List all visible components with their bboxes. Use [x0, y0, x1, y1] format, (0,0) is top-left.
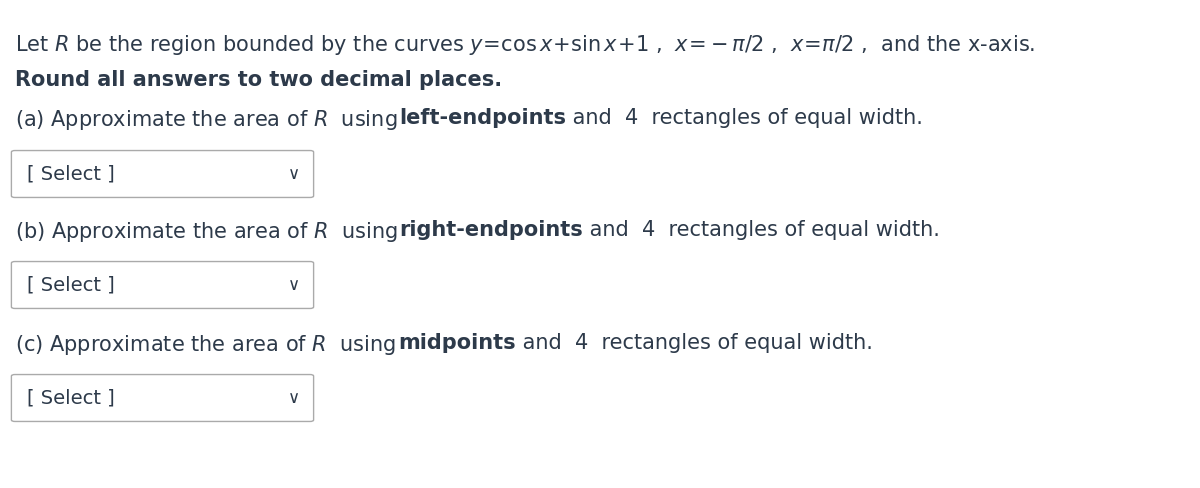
Text: (c) Approximate the area of $\mathit{R}$  using: (c) Approximate the area of $\mathit{R}$…	[14, 333, 398, 357]
Text: [ Select ]: [ Select ]	[28, 276, 115, 294]
Text: ∨: ∨	[288, 389, 300, 407]
Text: Let $\mathit{R}$ be the region bounded by the curves $y\!=\!\cos x\!+\!\sin x\!+: Let $\mathit{R}$ be the region bounded b…	[14, 33, 1036, 57]
Text: right-endpoints: right-endpoints	[400, 220, 583, 240]
Text: [ Select ]: [ Select ]	[28, 388, 115, 407]
Text: and  4  rectangles of equal width.: and 4 rectangles of equal width.	[516, 333, 872, 353]
Text: midpoints: midpoints	[398, 333, 516, 353]
Text: and  4  rectangles of equal width.: and 4 rectangles of equal width.	[566, 108, 923, 128]
Text: ∨: ∨	[288, 165, 300, 183]
Text: and  4  rectangles of equal width.: and 4 rectangles of equal width.	[583, 220, 941, 240]
Text: (b) Approximate the area of $\mathit{R}$  using: (b) Approximate the area of $\mathit{R}$…	[14, 220, 400, 244]
Text: left-endpoints: left-endpoints	[400, 108, 566, 128]
Text: [ Select ]: [ Select ]	[28, 164, 115, 183]
Text: (a) Approximate the area of $\mathit{R}$  using: (a) Approximate the area of $\mathit{R}$…	[14, 108, 400, 132]
Text: Round all answers to two decimal places.: Round all answers to two decimal places.	[14, 70, 502, 90]
Text: ∨: ∨	[288, 276, 300, 294]
